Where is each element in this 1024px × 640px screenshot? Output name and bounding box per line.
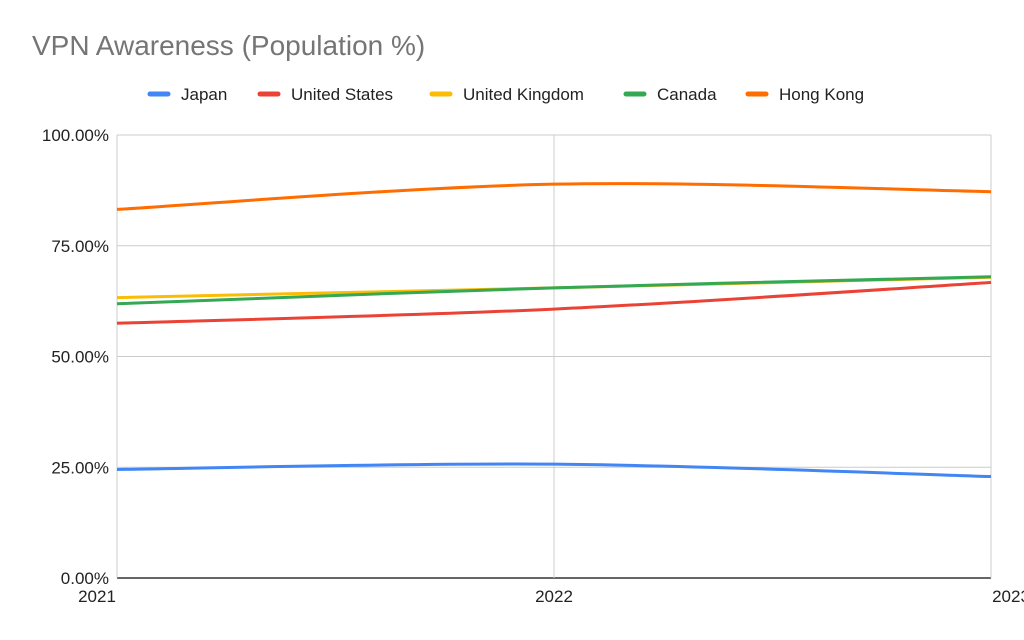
x-axis: 2021 2022 2023 — [78, 587, 1024, 606]
legend-label: Canada — [657, 85, 717, 104]
legend-label: Japan — [181, 85, 227, 104]
legend-item-united-kingdom: United Kingdom — [429, 85, 584, 104]
x-tick-label: 2023 — [992, 587, 1024, 606]
series-line-hong-kong — [116, 182, 992, 211]
legend-item-canada: Canada — [623, 85, 717, 104]
y-tick-label: 50.00% — [51, 348, 109, 367]
legend: Japan United States United Kingdom Canada Ho… — [147, 85, 864, 104]
series-line-canada — [116, 275, 992, 306]
series-line-united-states — [116, 281, 992, 325]
y-tick-label: 75.00% — [51, 237, 109, 256]
series-line-japan — [116, 462, 992, 479]
y-tick-label: 100.00% — [42, 126, 109, 145]
legend-item-japan: Japan — [147, 85, 227, 104]
x-tick-label: 2021 — [78, 587, 116, 606]
legend-label: United States — [291, 85, 393, 104]
series-lines — [116, 182, 992, 479]
y-tick-label: 25.00% — [51, 458, 109, 477]
x-tick-label: 2022 — [535, 587, 573, 606]
chart-title: VPN Awareness (Population %) — [32, 30, 425, 61]
y-axis: 0.00% 25.00% 50.00% 75.00% 100.00% — [42, 126, 109, 588]
legend-item-hong-kong: Hong Kong — [745, 85, 864, 104]
legend-label: Hong Kong — [779, 85, 864, 104]
y-tick-label: 0.00% — [61, 569, 109, 588]
legend-item-united-states: United States — [257, 85, 393, 104]
legend-label: United Kingdom — [463, 85, 584, 104]
